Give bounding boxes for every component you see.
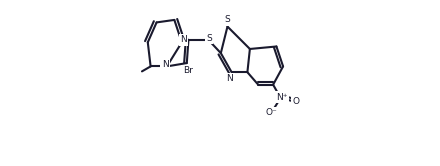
Text: N⁺: N⁺ — [276, 93, 287, 102]
Text: N: N — [227, 74, 233, 83]
Text: N: N — [180, 35, 187, 44]
Text: S: S — [206, 34, 212, 43]
Text: N: N — [162, 60, 169, 69]
Text: Br: Br — [183, 66, 193, 75]
Text: O: O — [292, 97, 299, 106]
Text: S: S — [224, 15, 231, 24]
Text: O⁻: O⁻ — [266, 108, 277, 117]
